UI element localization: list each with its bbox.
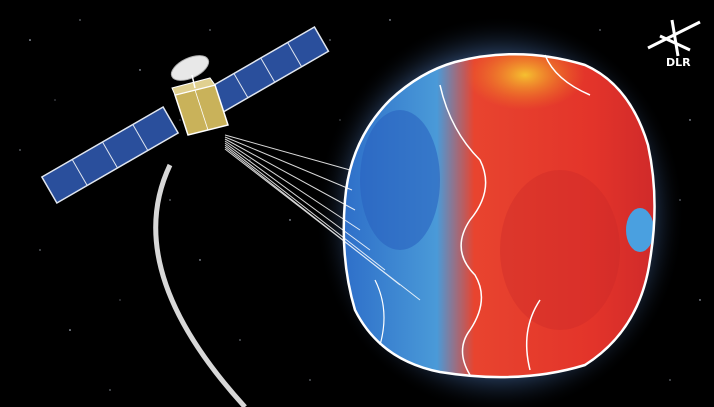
- asteroid: [342, 53, 656, 379]
- dlr-logo-text: DLR: [666, 56, 691, 69]
- satellite: [40, 25, 330, 205]
- antenna-dish: [170, 55, 210, 81]
- scan-beams: [224, 134, 421, 301]
- dlr-logo-mark: [647, 19, 701, 57]
- dlr-logo: DLR: [647, 19, 701, 69]
- satellite-body: [171, 77, 229, 136]
- orbit-arc: [153, 163, 247, 407]
- left-solar-panel: [40, 105, 180, 205]
